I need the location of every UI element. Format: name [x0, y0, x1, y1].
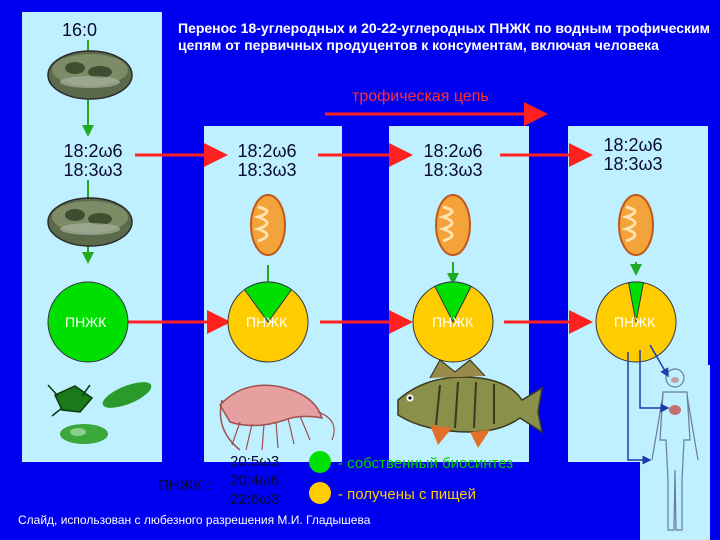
algae-cell-icon — [47, 50, 133, 100]
credit-text: Слайд, использован с любезного разрешени… — [18, 513, 371, 527]
pufa-pie-consumer-1 — [227, 281, 309, 363]
legend-food-swatch — [309, 482, 331, 504]
fatty-acids-producer: 18:2ω6 18:3ω3 — [63, 141, 123, 180]
algae-group-icon — [47, 382, 152, 444]
legend-acids: 20:5ω3 20:4ω6 22:6ω3 — [230, 453, 280, 508]
pufa-label-consumer-1: ПНЖК — [246, 314, 288, 330]
pie-own-part — [627, 281, 645, 323]
pufa-label-consumer-3: ПНЖК — [614, 314, 656, 330]
shrimp-icon — [219, 384, 335, 451]
pufa-label-consumer-2: ПНЖК — [432, 314, 474, 330]
diagram-title: Перенос 18-углеродных и 20-22-углеродных… — [178, 20, 710, 53]
pie-own-part — [434, 281, 472, 324]
mitochondrion-icon — [618, 194, 654, 256]
pufa-pie-consumer-3 — [595, 281, 677, 363]
perch-fish-icon — [397, 359, 544, 448]
legend-own-swatch — [309, 451, 331, 473]
fatty-acids-consumer-2: 18:2ω6 18:3ω3 — [423, 141, 483, 180]
pufa-label-producer: ПНЖК — [65, 314, 107, 330]
pie-own-part — [243, 281, 293, 323]
blue-pointer-lines — [627, 344, 670, 465]
top-label: 16:0 — [62, 20, 98, 40]
legend-prefix: ПНЖК : — [158, 477, 211, 494]
fatty-acids-consumer-1: 18:2ω6 18:3ω3 — [237, 141, 297, 180]
human-figure-icon — [651, 368, 699, 531]
mitochondrion-icon — [435, 194, 471, 256]
legend-own-text: - собственный биосинтез — [338, 455, 514, 472]
fatty-acids-consumer-3: 18:2ω6 18:3ω3 — [603, 135, 663, 174]
pufa-circle-producer — [47, 281, 129, 363]
panel-human — [640, 365, 710, 540]
algae-cell-icon — [47, 197, 133, 247]
trophic-chain-label: трофическая цепь — [352, 88, 489, 105]
pufa-pie-consumer-2 — [412, 281, 494, 363]
legend-food-text: - получены с пищей — [338, 486, 477, 503]
mitochondrion-icon — [250, 194, 286, 256]
